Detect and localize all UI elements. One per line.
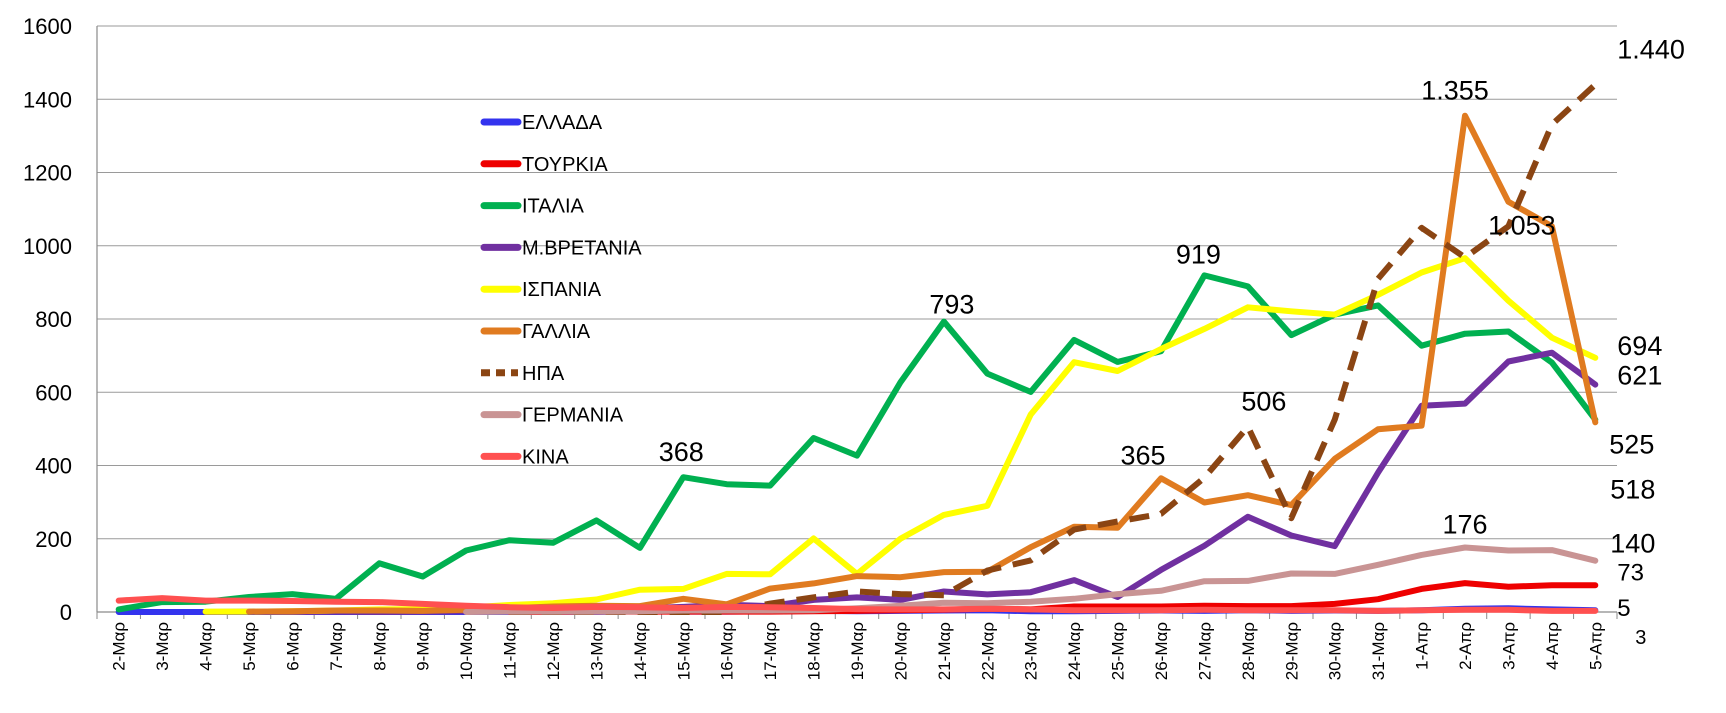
ytick-label-1600: 1600 [23, 14, 72, 39]
data-label-919: 919 [1176, 239, 1221, 269]
data-label-1.053: 1.053 [1488, 210, 1556, 240]
data-label-506: 506 [1241, 387, 1286, 417]
xtick-label-22-Μαρ: 22-Μαρ [978, 622, 997, 680]
xtick-label-4-Απρ: 4-Απρ [1543, 622, 1562, 670]
xtick-label-13-Μαρ: 13-Μαρ [587, 622, 606, 680]
legend-label-ΤΟΥΡΚΙΑ: ΤΟΥΡΚΙΑ [522, 154, 608, 176]
data-label-3: 3 [1635, 627, 1646, 649]
legend-label-ΙΤΑΛΙΑ: ΙΤΑΛΙΑ [522, 196, 585, 218]
xtick-label-1-Απρ: 1-Απρ [1413, 622, 1432, 670]
data-label-176: 176 [1442, 510, 1487, 540]
xtick-label-19-Μαρ: 19-Μαρ [848, 622, 867, 680]
data-label-1.440: 1.440 [1617, 35, 1685, 65]
legend-label-ΕΛΛΑΔΑ: ΕΛΛΑΔΑ [522, 112, 603, 134]
ytick-label-1200: 1200 [23, 161, 72, 186]
series-line-ΓΕΡΜΑΝΙΑ [463, 544, 1599, 615]
data-label-365: 365 [1120, 440, 1165, 470]
data-label-793: 793 [929, 290, 974, 320]
xtick-label-21-Μαρ: 21-Μαρ [935, 622, 954, 680]
ytick-label-400: 400 [35, 454, 72, 479]
legend-label-Μ.ΒΡΕΤΑΝΙΑ: Μ.ΒΡΕΤΑΝΙΑ [522, 237, 642, 259]
ytick-label-1400: 1400 [23, 87, 72, 112]
xtick-label-14-Μαρ: 14-Μαρ [631, 622, 650, 680]
legend-label-ΓΑΛΛΙΑ: ΓΑΛΛΙΑ [522, 321, 591, 343]
xtick-label-11-Μαρ: 11-Μαρ [501, 622, 520, 679]
series-line-ΚΙΝΑ [115, 595, 1599, 614]
xtick-label-7-Μαρ: 7-Μαρ [327, 622, 346, 671]
data-label-518: 518 [1610, 474, 1655, 504]
series-line-ΙΤΑΛΙΑ [115, 272, 1599, 613]
xtick-label-15-Μαρ: 15-Μαρ [674, 622, 693, 680]
xtick-label-8-Μαρ: 8-Μαρ [370, 622, 389, 671]
xtick-label-26-Μαρ: 26-Μαρ [1152, 622, 1171, 680]
series-line-ΗΠΑ [509, 82, 1598, 615]
xtick-label-12-Μαρ: 12-Μαρ [544, 622, 563, 680]
xtick-label-3-Μαρ: 3-Μαρ [153, 622, 172, 671]
ytick-label-200: 200 [35, 527, 72, 552]
xtick-label-27-Μαρ: 27-Μαρ [1195, 622, 1214, 680]
xtick-label-30-Μαρ: 30-Μαρ [1326, 622, 1345, 680]
data-label-525: 525 [1609, 430, 1654, 460]
xtick-label-29-Μαρ: 29-Μαρ [1282, 622, 1301, 680]
ytick-label-800: 800 [35, 307, 72, 332]
legend-label-ΓΕΡΜΑΝΙΑ: ΓΕΡΜΑΝΙΑ [522, 405, 624, 427]
xtick-label-5-Μαρ: 5-Μαρ [240, 622, 259, 671]
xtick-label-17-Μαρ: 17-Μαρ [761, 622, 780, 680]
legend-label-ΗΠΑ: ΗΠΑ [522, 363, 565, 385]
ytick-label-0: 0 [60, 600, 72, 625]
xtick-label-3-Απρ: 3-Απρ [1499, 622, 1518, 670]
xtick-label-25-Μαρ: 25-Μαρ [1109, 622, 1128, 680]
data-label-5: 5 [1617, 595, 1630, 622]
xtick-label-23-Μαρ: 23-Μαρ [1022, 622, 1041, 680]
data-label-1.355: 1.355 [1421, 76, 1489, 106]
series-line-ΓΑΛΛΙΑ [246, 112, 1599, 615]
data-label-368: 368 [659, 437, 704, 467]
xtick-label-2-Μαρ: 2-Μαρ [110, 622, 129, 671]
xtick-label-5-Απρ: 5-Απρ [1586, 622, 1605, 670]
ytick-label-1000: 1000 [23, 234, 72, 259]
xtick-label-6-Μαρ: 6-Μαρ [283, 622, 302, 671]
xtick-label-9-Μαρ: 9-Μαρ [414, 622, 433, 671]
xtick-label-4-Μαρ: 4-Μαρ [197, 622, 216, 671]
xtick-label-31-Μαρ: 31-Μαρ [1369, 622, 1388, 680]
xtick-label-18-Μαρ: 18-Μαρ [805, 622, 824, 680]
xtick-label-28-Μαρ: 28-Μαρ [1239, 622, 1258, 680]
data-label-694: 694 [1617, 331, 1662, 361]
data-label-140: 140 [1610, 529, 1655, 559]
legend-label-ΚΙΝΑ: ΚΙΝΑ [522, 446, 569, 468]
xtick-label-24-Μαρ: 24-Μαρ [1065, 622, 1084, 680]
data-label-621: 621 [1617, 361, 1662, 391]
xtick-label-2-Απρ: 2-Απρ [1456, 622, 1475, 670]
xtick-label-10-Μαρ: 10-Μαρ [457, 622, 476, 680]
xtick-label-16-Μαρ: 16-Μαρ [718, 622, 737, 680]
legend-label-ΙΣΠΑΝΙΑ: ΙΣΠΑΝΙΑ [522, 279, 602, 301]
xtick-label-20-Μαρ: 20-Μαρ [891, 622, 910, 680]
ytick-label-600: 600 [35, 380, 72, 405]
data-label-73: 73 [1617, 559, 1644, 586]
